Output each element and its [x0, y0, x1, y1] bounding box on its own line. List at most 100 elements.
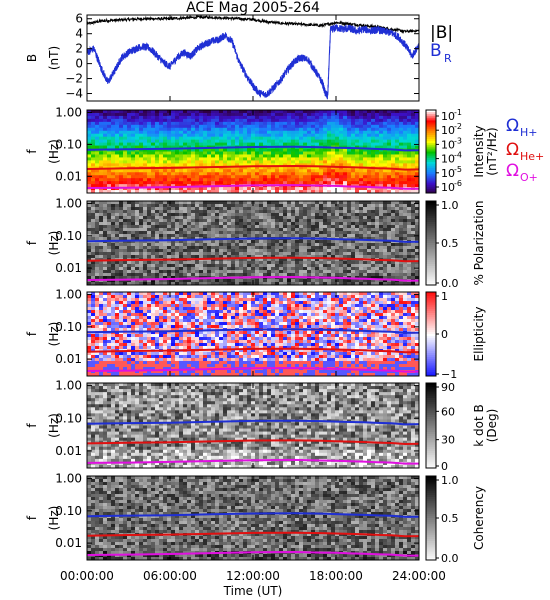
spectrogram-cell	[87, 219, 92, 223]
spectrogram-cell	[251, 157, 256, 161]
spectrogram-cell	[351, 231, 356, 235]
spectrogram-cell	[275, 151, 280, 155]
spectrogram-cell	[123, 225, 128, 229]
spectrogram-cell	[407, 252, 412, 256]
spectrogram-cell	[335, 225, 340, 229]
colorbar-cell	[426, 211, 436, 214]
spectrogram-cell	[159, 154, 164, 158]
spectrogram-cell	[287, 148, 292, 152]
spectrogram-cell	[383, 154, 388, 158]
spectrogram-cell	[335, 118, 340, 123]
spectrogram-cell	[179, 240, 184, 244]
spectrogram-cell	[267, 178, 272, 182]
spectrogram-cell	[367, 228, 372, 232]
spectrogram-cell	[399, 169, 404, 173]
spectrogram-cell	[311, 255, 316, 259]
spectrogram-cell	[171, 249, 176, 253]
spectrogram-cell	[167, 201, 172, 205]
spectrogram-cell	[255, 166, 260, 170]
spectrogram-cell	[335, 133, 340, 138]
spectrogram-cell	[227, 201, 232, 205]
spectrogram-cell	[319, 234, 324, 238]
spectrogram-cell	[375, 210, 380, 214]
spectrogram-cell	[107, 304, 112, 308]
spectrogram-cell	[95, 222, 100, 226]
spectrogram-cell	[311, 136, 316, 141]
spectrogram-cell	[299, 264, 304, 268]
spectrogram-cell	[395, 163, 400, 167]
spectrogram-cell	[347, 240, 352, 244]
spectrogram-cell	[175, 216, 180, 220]
spectrogram-cell	[407, 163, 412, 167]
spectrogram-cell	[243, 127, 248, 132]
spectrogram-cell	[343, 213, 348, 217]
spectrogram-cell	[355, 264, 360, 268]
spectrogram-cell	[123, 240, 128, 244]
spectrogram-cell	[191, 127, 196, 132]
spectrogram-cell	[351, 255, 356, 259]
spectrogram-cell	[259, 130, 264, 135]
spectrogram-cell	[347, 175, 352, 179]
spectrogram-cell	[391, 154, 396, 158]
spectrogram-cell	[243, 255, 248, 259]
spectrogram-cell	[223, 157, 228, 161]
spectrogram-cell	[151, 130, 156, 135]
spectrogram-cell	[131, 187, 136, 191]
spectrogram-cell	[127, 190, 132, 194]
spectrogram-cell	[299, 136, 304, 141]
spectrogram-cell	[103, 313, 108, 317]
spectrogram-cell	[127, 184, 132, 188]
spectrogram-cell	[239, 148, 244, 152]
spectrogram-cell	[159, 142, 164, 146]
spectrogram-cell	[295, 261, 300, 265]
spectrogram-cell	[107, 213, 112, 217]
spectrogram-cell	[143, 282, 148, 286]
spectrogram-cell	[147, 160, 152, 164]
spectrogram-cell	[283, 169, 288, 173]
spectrogram-cell	[95, 264, 100, 268]
spectrogram-cell	[279, 210, 284, 214]
spectrogram-cell	[215, 231, 220, 235]
spectrogram-cell	[247, 252, 252, 256]
spectrogram-cell	[151, 187, 156, 191]
spectrogram-cell	[91, 201, 96, 205]
spectrogram-cell	[387, 151, 392, 155]
spectrogram-cell	[111, 133, 116, 138]
spectrogram-cell	[319, 178, 324, 182]
spectrogram-cell	[291, 115, 296, 120]
spectrogram-cell	[139, 184, 144, 188]
spectrogram-cell	[155, 178, 160, 182]
spectrogram-cell	[123, 190, 128, 194]
spectrogram-cell	[343, 249, 348, 253]
spectrogram-cell	[95, 234, 100, 238]
spectrogram-cell	[379, 160, 384, 164]
spectrogram-cell	[299, 139, 304, 143]
spectrogram-cell	[247, 282, 252, 286]
spectrogram-cell	[291, 172, 296, 176]
spectrogram-cell	[99, 169, 104, 173]
spectrogram-cell	[259, 225, 264, 229]
spectrogram-cell	[143, 190, 148, 194]
spectrogram-cell	[159, 237, 164, 241]
spectrogram-cell	[259, 252, 264, 256]
spectrogram-cell	[167, 255, 172, 259]
spectrogram-cell	[415, 267, 420, 271]
spectrogram-cell	[203, 210, 208, 214]
spectrogram-cell	[387, 201, 392, 205]
spectrogram-cell	[271, 130, 276, 135]
spectrogram-cell	[307, 201, 312, 205]
spectrogram-cell	[119, 130, 124, 135]
spectrogram-cell	[379, 213, 384, 217]
colorbar-cell	[426, 215, 436, 219]
spectrogram-cell	[271, 160, 276, 164]
spectrogram-cell	[319, 252, 324, 256]
spectrogram-cell	[235, 139, 240, 143]
spectrogram-cell	[255, 228, 260, 232]
spectrogram-cell	[259, 160, 264, 164]
spectrogram-cell	[291, 249, 296, 253]
spectrogram-cell	[355, 273, 360, 277]
spectrogram-cell	[399, 252, 404, 256]
spectrogram-cell	[215, 243, 220, 247]
spectrogram-cell	[335, 124, 340, 129]
spectrogram-cell	[123, 213, 128, 217]
